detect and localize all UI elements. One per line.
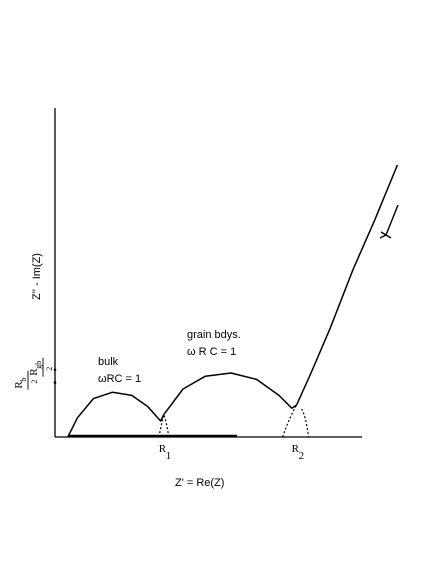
annotation-line: ωRC = 1 [98,373,141,385]
x-tick-subscript: 2 [299,450,305,462]
x-tick-base: R [159,443,167,455]
y-tick-denominator: 2 [30,380,39,384]
arrow-shaft [385,204,399,236]
y-tick-subscript: gb [34,361,43,369]
chart-marks [67,164,399,438]
annotation-bulk: bulk ωRC = 1 [98,356,141,385]
axes [54,108,362,438]
arrow-head [379,231,392,239]
annotation-line: bulk [98,356,119,368]
annotation-grain: grain bdys. ω R C = 1 [187,329,241,358]
y-tick-base: R [13,381,25,389]
annotation-line: ω R C = 1 [187,346,236,358]
y-tick-label: Rgb 2 [28,357,57,377]
y-tick-denominator: 2 [45,367,54,371]
x-tick-base: R [292,443,300,455]
series-grain-arc [163,372,298,416]
x-axis-label: Z' = Re(Z) [175,477,224,489]
series-bulk-arc [67,391,165,438]
y-tick-label: Rb 2 [13,370,57,390]
dotted-extrapolation-r2 [282,404,310,438]
y-tick-subscript: b [19,378,28,382]
x-tick-subscript: 1 [166,450,172,462]
y-tick-base: R [28,368,40,376]
x-tick-label: R2 [292,443,305,462]
y-tick-dot [53,381,57,384]
x-tick-label: R1 [159,443,172,462]
annotation-line: grain bdys. [187,329,241,341]
series-spike [295,164,399,406]
annotations: bulk ωRC = 1 grain bdys. ω R C = 1 [98,329,241,385]
y-axis-label: Z'' - Im(Z) [31,253,43,300]
dotted-extrapolation-r1 [158,412,170,438]
y-tick-dot [53,368,57,372]
